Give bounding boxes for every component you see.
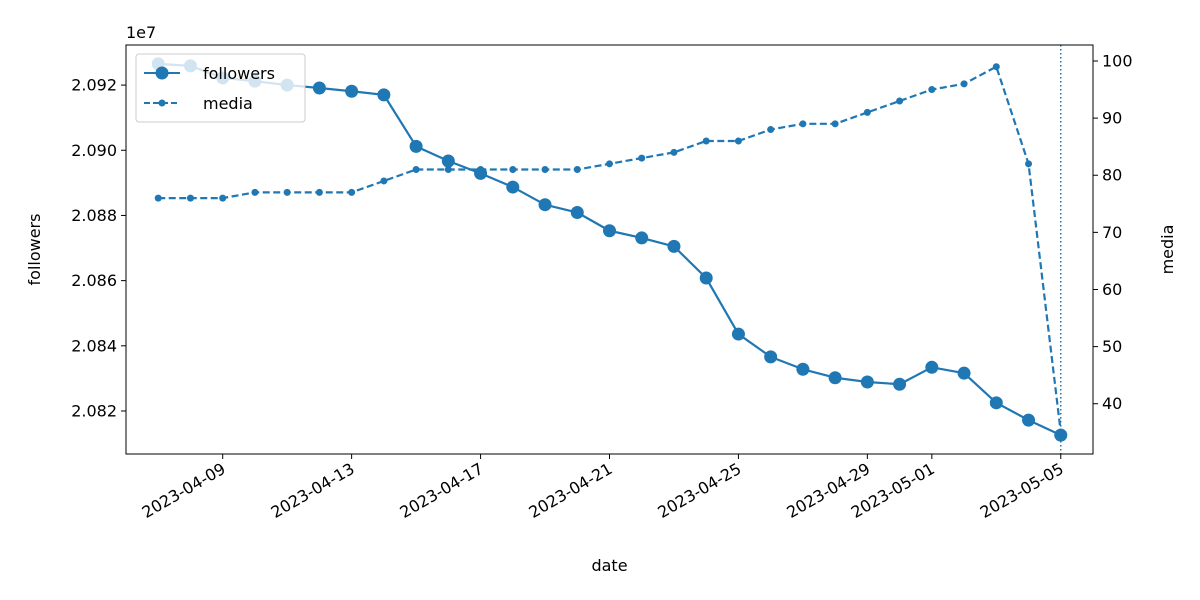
data-point-media [928, 86, 936, 94]
y-left-tick-label: 2.086 [71, 271, 117, 290]
data-point-media [541, 166, 549, 174]
legend-media-marker [158, 99, 166, 107]
data-point-followers [828, 371, 842, 385]
data-point-media [638, 154, 646, 162]
data-point-media [767, 126, 775, 134]
data-point-followers [312, 81, 326, 95]
data-point-followers [538, 198, 552, 212]
data-point-followers [860, 375, 874, 389]
data-point-media [251, 188, 259, 196]
data-point-followers [893, 377, 907, 391]
data-point-media [896, 97, 904, 105]
y-left-axis-label: followers [25, 214, 44, 286]
legend: followers media [135, 53, 306, 123]
y-right-axis-label: media [1158, 225, 1177, 275]
data-point-followers [925, 360, 939, 374]
data-point-followers [570, 206, 584, 220]
data-point-media [186, 194, 194, 202]
x-axis-label: date [591, 556, 627, 575]
y-left-tick-label: 2.092 [71, 76, 117, 95]
y-right-tick-label: 90 [1102, 109, 1122, 128]
data-point-followers [764, 350, 778, 364]
data-point-followers [731, 327, 745, 341]
data-point-media [154, 194, 162, 202]
data-point-media [380, 177, 388, 185]
y-right-tick-label: 60 [1102, 280, 1122, 299]
y-left-tick-label: 2.090 [71, 141, 117, 160]
data-point-media [477, 166, 485, 174]
legend-followers-label: followers [203, 64, 275, 83]
data-point-media [734, 137, 742, 145]
legend-box [135, 53, 306, 123]
y-right-tick-label: 50 [1102, 337, 1122, 356]
data-point-followers [506, 180, 520, 194]
data-point-media [1025, 160, 1033, 168]
data-point-followers [796, 362, 810, 376]
data-point-media [283, 188, 291, 196]
data-point-media [444, 166, 452, 174]
y-left-tick-label: 2.082 [71, 401, 117, 420]
y-right-tick-label: 100 [1102, 51, 1133, 70]
y-left-tick-label: 2.088 [71, 206, 117, 225]
data-point-followers [441, 154, 455, 168]
data-point-followers [345, 84, 359, 98]
data-point-media [702, 137, 710, 145]
data-point-followers [409, 139, 423, 153]
data-point-media [412, 166, 420, 174]
y-left-tick-label: 2.084 [71, 336, 117, 355]
data-point-media [1057, 428, 1065, 436]
data-point-media [573, 166, 581, 174]
data-point-media [799, 120, 807, 128]
data-point-followers [699, 271, 713, 285]
data-point-media [606, 160, 613, 168]
data-point-media [348, 188, 356, 196]
data-point-followers [667, 239, 681, 253]
y-right-tick-label: 40 [1102, 394, 1122, 413]
data-point-media [960, 80, 968, 88]
legend-followers-marker [155, 66, 169, 80]
data-point-media [863, 108, 871, 116]
data-point-followers [957, 366, 971, 380]
data-point-followers [377, 88, 391, 102]
data-point-media [315, 188, 323, 196]
y-right-tick-label: 70 [1102, 223, 1122, 242]
data-point-media [831, 120, 839, 128]
data-point-followers [1022, 413, 1036, 427]
data-point-followers [603, 224, 616, 238]
data-point-followers [989, 396, 1003, 410]
data-point-media [992, 63, 1000, 71]
y-left-offset-text: 1e7 [126, 23, 156, 42]
data-point-media [219, 194, 227, 202]
legend-media-label: media [203, 94, 253, 113]
data-point-media [509, 166, 517, 174]
y-right-tick-label: 80 [1102, 166, 1122, 185]
data-point-followers [635, 231, 649, 245]
data-point-media [670, 148, 678, 156]
